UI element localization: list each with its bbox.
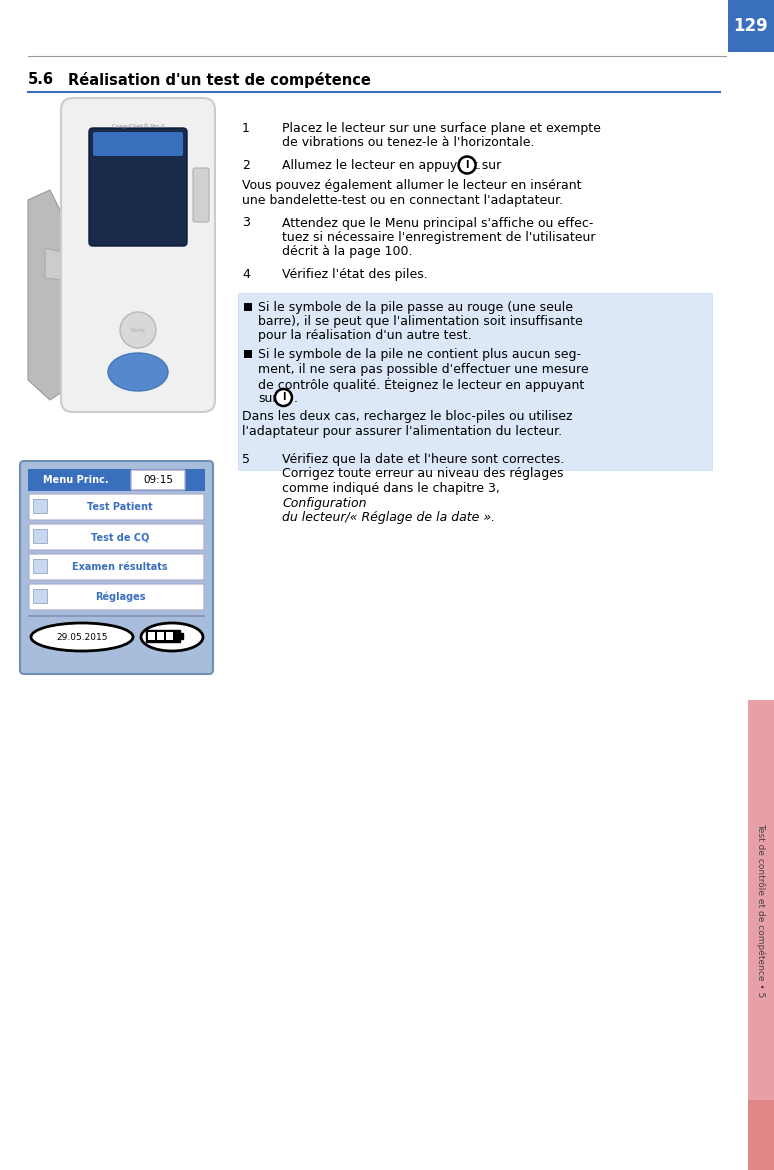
Text: 1: 1 xyxy=(242,122,250,135)
Text: sur: sur xyxy=(258,392,278,405)
Text: Roche: Roche xyxy=(131,328,146,332)
Text: Vous pouvez également allumer le lecteur en insérant: Vous pouvez également allumer le lecteur… xyxy=(242,179,581,193)
Text: du lecteur/« Réglage de la date ».: du lecteur/« Réglage de la date ». xyxy=(282,511,495,524)
Text: Test Patient: Test Patient xyxy=(87,502,152,512)
Text: 29.05.2015: 29.05.2015 xyxy=(57,633,108,641)
Ellipse shape xyxy=(141,622,203,651)
Polygon shape xyxy=(45,248,108,285)
Text: 5.6: 5.6 xyxy=(28,73,54,88)
Text: pour la réalisation d'un autre test.: pour la réalisation d'un autre test. xyxy=(258,330,471,343)
Text: 129: 129 xyxy=(734,18,769,35)
FancyBboxPatch shape xyxy=(61,98,215,412)
Text: 5: 5 xyxy=(242,453,250,466)
Text: .: . xyxy=(477,159,481,172)
Text: de vibrations ou tenez-le à l'horizontale.: de vibrations ou tenez-le à l'horizontal… xyxy=(282,137,535,150)
Text: décrit à la page 100.: décrit à la page 100. xyxy=(282,246,413,259)
Text: tuez si nécessaire l'enregistrement de l'utilisateur: tuez si nécessaire l'enregistrement de l… xyxy=(282,230,595,245)
Text: Attendez que le Menu principal s'affiche ou effec-: Attendez que le Menu principal s'affiche… xyxy=(282,216,594,229)
FancyBboxPatch shape xyxy=(28,469,205,491)
Text: CoaguChek® Pro II: CoaguChek® Pro II xyxy=(111,123,164,129)
Text: de contrôle qualité. Éteignez le lecteur en appuyant: de contrôle qualité. Éteignez le lecteur… xyxy=(258,377,584,392)
Text: 2: 2 xyxy=(242,159,250,172)
Circle shape xyxy=(459,157,475,173)
Polygon shape xyxy=(28,190,70,400)
FancyBboxPatch shape xyxy=(166,632,173,640)
FancyBboxPatch shape xyxy=(93,132,183,156)
Ellipse shape xyxy=(108,353,168,391)
FancyBboxPatch shape xyxy=(157,632,164,640)
Text: Examen résultats: Examen résultats xyxy=(72,562,168,572)
FancyBboxPatch shape xyxy=(29,584,204,610)
Text: 3: 3 xyxy=(242,216,250,229)
Text: I: I xyxy=(282,392,285,402)
Text: barre), il se peut que l'alimentation soit insuffisante: barre), il se peut que l'alimentation so… xyxy=(258,315,583,328)
Text: Dans les deux cas, rechargez le bloc-piles ou utilisez: Dans les deux cas, rechargez le bloc-pil… xyxy=(242,410,573,424)
Text: .: . xyxy=(293,392,297,405)
Text: Configuration: Configuration xyxy=(282,496,367,509)
Text: l'adaptateur pour assurer l'alimentation du lecteur.: l'adaptateur pour assurer l'alimentation… xyxy=(242,425,562,438)
FancyBboxPatch shape xyxy=(193,168,209,222)
Text: Menu Princ.: Menu Princ. xyxy=(43,475,109,486)
FancyBboxPatch shape xyxy=(748,1100,774,1170)
FancyBboxPatch shape xyxy=(131,470,185,490)
Circle shape xyxy=(275,388,292,406)
Circle shape xyxy=(120,312,156,347)
Text: une bandelette-test ou en connectant l'adaptateur.: une bandelette-test ou en connectant l'a… xyxy=(242,194,563,207)
FancyBboxPatch shape xyxy=(244,350,252,358)
FancyBboxPatch shape xyxy=(29,494,204,519)
Text: 4: 4 xyxy=(242,268,250,281)
Text: Test de contrôle et de compétence • 5: Test de contrôle et de compétence • 5 xyxy=(756,823,765,997)
Text: Corrigez toute erreur au niveau des réglages: Corrigez toute erreur au niveau des régl… xyxy=(282,468,563,481)
Text: 09:15: 09:15 xyxy=(143,475,173,486)
Text: ment, il ne sera pas possible d'effectuer une mesure: ment, il ne sera pas possible d'effectue… xyxy=(258,363,588,376)
FancyBboxPatch shape xyxy=(89,128,187,246)
Text: Vérifiez l'état des piles.: Vérifiez l'état des piles. xyxy=(282,268,428,281)
FancyBboxPatch shape xyxy=(33,589,47,603)
FancyBboxPatch shape xyxy=(180,633,183,639)
Text: Si le symbole de la pile ne contient plus aucun seg-: Si le symbole de la pile ne contient plu… xyxy=(258,347,581,362)
FancyBboxPatch shape xyxy=(29,524,204,550)
FancyBboxPatch shape xyxy=(33,498,47,512)
FancyBboxPatch shape xyxy=(748,700,774,1120)
Text: comme indiqué dans le chapitre 3,: comme indiqué dans le chapitre 3, xyxy=(282,482,500,495)
Text: Placez le lecteur sur une surface plane et exempte: Placez le lecteur sur une surface plane … xyxy=(282,122,601,135)
FancyBboxPatch shape xyxy=(146,629,180,642)
Text: Réalisation d'un test de compétence: Réalisation d'un test de compétence xyxy=(68,73,371,88)
FancyBboxPatch shape xyxy=(148,632,155,640)
FancyBboxPatch shape xyxy=(29,555,204,580)
Text: Vérifiez que la date et l'heure sont correctes.: Vérifiez que la date et l'heure sont cor… xyxy=(282,453,564,466)
FancyBboxPatch shape xyxy=(238,292,712,469)
Text: Réglages: Réglages xyxy=(94,592,146,603)
FancyBboxPatch shape xyxy=(33,559,47,573)
FancyBboxPatch shape xyxy=(33,529,47,543)
Ellipse shape xyxy=(31,622,133,651)
Text: Allumez le lecteur en appuyant sur: Allumez le lecteur en appuyant sur xyxy=(282,159,502,172)
FancyBboxPatch shape xyxy=(728,0,774,51)
FancyBboxPatch shape xyxy=(28,615,205,617)
Text: Si le symbole de la pile passe au rouge (une seule: Si le symbole de la pile passe au rouge … xyxy=(258,301,573,314)
Text: Test de CQ: Test de CQ xyxy=(91,532,149,542)
Text: I: I xyxy=(465,160,469,170)
FancyBboxPatch shape xyxy=(244,303,252,310)
FancyBboxPatch shape xyxy=(20,461,213,674)
